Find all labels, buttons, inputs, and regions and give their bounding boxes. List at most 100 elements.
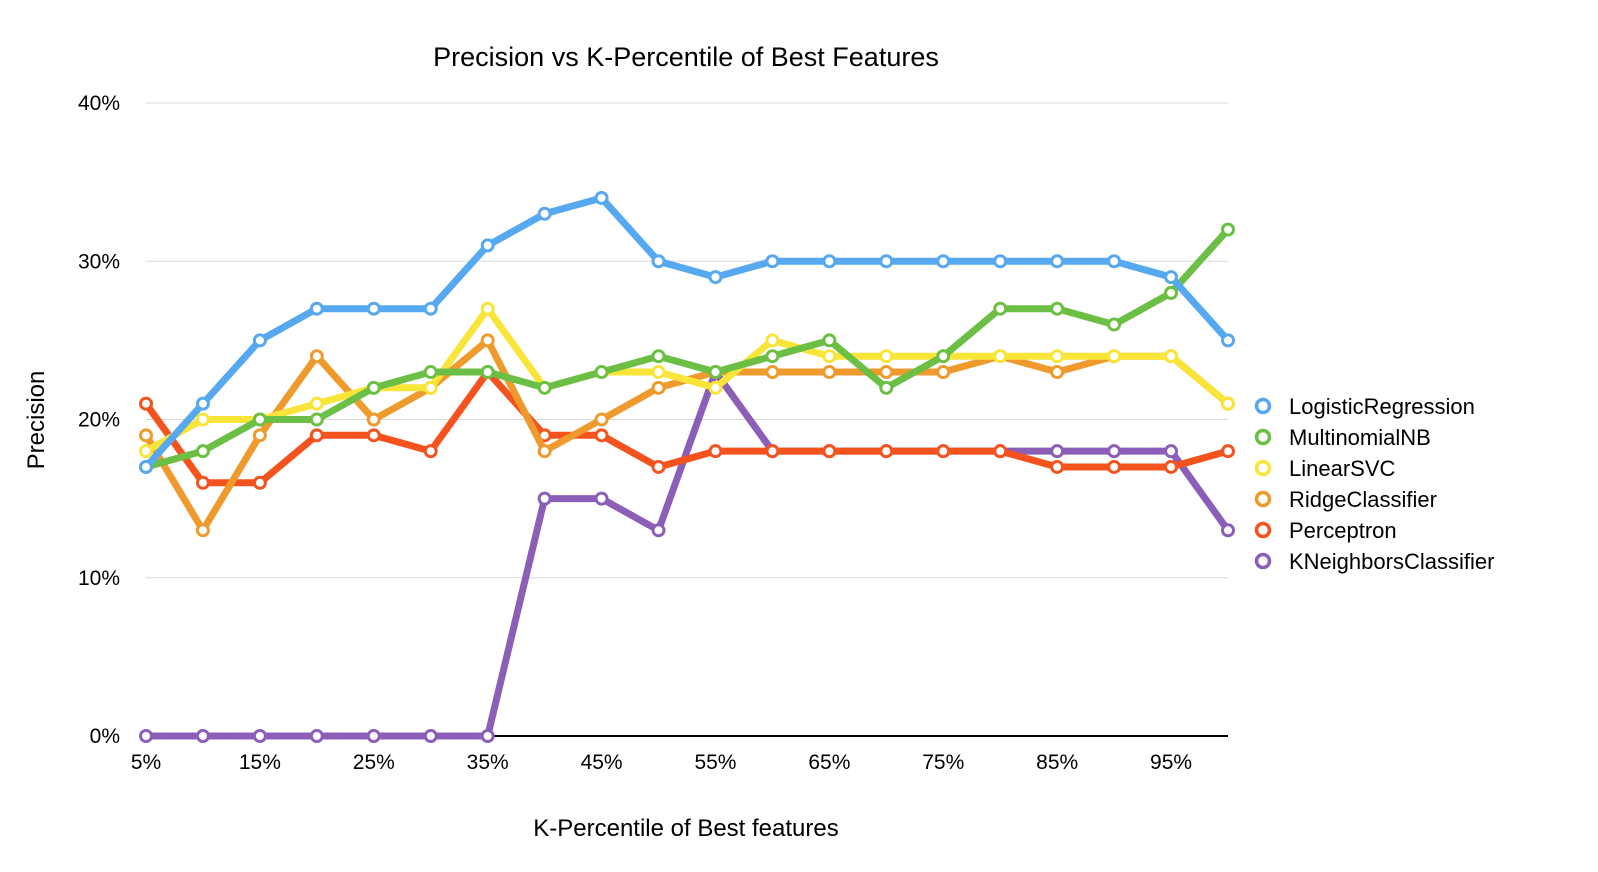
data-point: [594, 365, 609, 380]
data-point: [594, 412, 609, 427]
series-line: [142, 368, 1232, 740]
data-point: [1050, 459, 1065, 474]
data-point: [252, 475, 267, 490]
data-point: [537, 491, 552, 506]
data-point: [139, 444, 153, 459]
data-point: [309, 349, 324, 364]
data-point: [537, 444, 552, 459]
data-point: [879, 380, 894, 395]
data-point: [139, 428, 153, 443]
data-point: [480, 333, 495, 348]
data-point: [936, 444, 951, 459]
data-point: [594, 428, 609, 443]
legend-marker: [1254, 490, 1272, 508]
data-point: [252, 412, 267, 427]
data-point: [366, 380, 381, 395]
legend-marker: [1254, 552, 1272, 570]
series-LogisticRegression: [139, 190, 1235, 474]
data-point: [993, 349, 1008, 364]
data-point: [309, 301, 324, 316]
data-point: [594, 190, 609, 205]
data-point: [195, 396, 210, 411]
y-tick-label: 20%: [78, 409, 120, 432]
data-point: [765, 365, 780, 380]
legend-marker: [1254, 428, 1272, 446]
data-point: [765, 333, 780, 348]
data-point: [366, 301, 381, 316]
data-point: [309, 428, 324, 443]
data-point: [651, 459, 666, 474]
data-point: [1050, 254, 1065, 269]
x-tick-label: 45%: [581, 751, 623, 774]
data-point: [765, 254, 780, 269]
legend-item: MultinomialNB: [1254, 425, 1431, 450]
data-point: [139, 396, 153, 411]
series-line: [142, 336, 1232, 534]
data-point: [651, 523, 666, 538]
y-axis-title: Precision: [23, 371, 50, 470]
series-line: [142, 226, 1232, 471]
data-point: [708, 380, 723, 395]
data-point: [1107, 444, 1122, 459]
data-point: [822, 254, 837, 269]
data-point: [993, 301, 1008, 316]
x-tick-label: 35%: [467, 751, 509, 774]
legend-marker: [1254, 521, 1272, 539]
data-point: [822, 444, 837, 459]
legend-item: Perceptron: [1254, 518, 1397, 543]
data-point: [1221, 444, 1235, 459]
data-point: [309, 412, 324, 427]
data-point: [1107, 349, 1122, 364]
data-point: [195, 729, 210, 743]
legend-label: LogisticRegression: [1289, 394, 1475, 419]
data-point: [139, 459, 153, 474]
x-tick-label: 5%: [131, 751, 161, 774]
legend-item: KNeighborsClassifier: [1254, 549, 1494, 574]
data-point: [309, 396, 324, 411]
data-point: [1050, 444, 1065, 459]
data-point: [765, 444, 780, 459]
x-axis-title: K-Percentile of Best features: [533, 815, 838, 842]
data-point: [765, 349, 780, 364]
data-point: [879, 365, 894, 380]
data-point: [936, 254, 951, 269]
data-point: [366, 412, 381, 427]
x-tick-label: 95%: [1150, 751, 1192, 774]
data-point: [1221, 523, 1235, 538]
legend-item: LogisticRegression: [1254, 394, 1475, 419]
data-point: [708, 444, 723, 459]
data-point: [822, 333, 837, 348]
data-point: [537, 206, 552, 221]
legend-label: RidgeClassifier: [1289, 487, 1437, 512]
x-tick-label: 75%: [922, 751, 964, 774]
data-point: [537, 380, 552, 395]
data-point: [195, 475, 210, 490]
data-point: [1050, 365, 1065, 380]
data-point: [993, 444, 1008, 459]
y-tick-label: 0%: [90, 725, 120, 748]
data-point: [139, 729, 153, 743]
data-point: [1050, 349, 1065, 364]
data-point: [1050, 301, 1065, 316]
tick-labels: 0% 10% 20% 30% 40% 5% 15% 25% 35% 45% 55% 65% 75% 85%…: [78, 92, 1192, 774]
data-point: [252, 333, 267, 348]
data-point: [936, 365, 951, 380]
data-point: [195, 523, 210, 538]
data-point: [651, 254, 666, 269]
data-point: [1164, 459, 1179, 474]
series-lines: [139, 190, 1235, 743]
y-tick-label: 10%: [78, 567, 120, 590]
data-point: [708, 365, 723, 380]
legend-item: RidgeClassifier: [1254, 487, 1437, 512]
series-MultinomialNB: [139, 222, 1235, 474]
series-LinearSVC: [139, 301, 1235, 459]
legend-label: LinearSVC: [1289, 456, 1396, 481]
chart-title: Precision vs K-Percentile of Best Featur…: [433, 42, 939, 72]
data-point: [879, 349, 894, 364]
data-point: [594, 491, 609, 506]
data-point: [651, 365, 666, 380]
data-point: [1164, 285, 1179, 300]
x-tick-label: 65%: [808, 751, 850, 774]
data-point: [1107, 254, 1122, 269]
x-tick-label: 25%: [353, 751, 395, 774]
